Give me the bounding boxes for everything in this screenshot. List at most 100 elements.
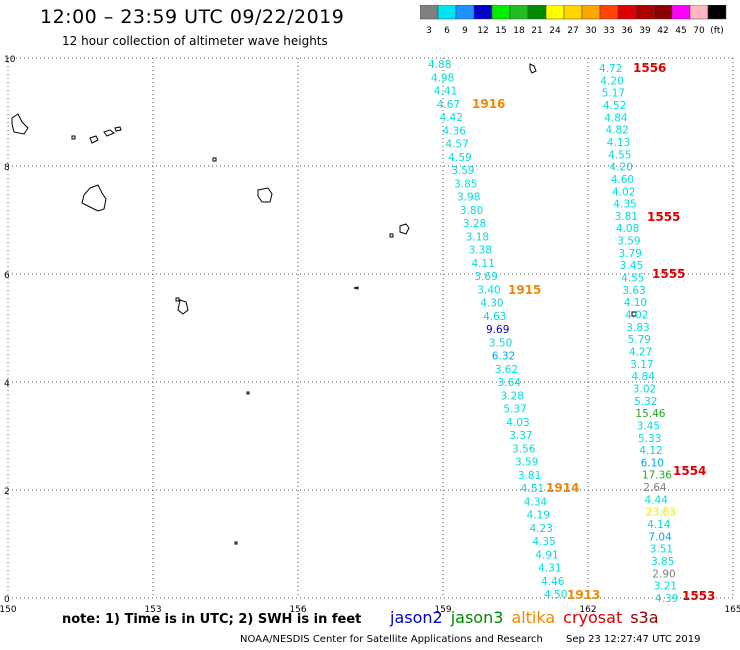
- wave-height-reading: 4.44: [645, 494, 669, 506]
- wave-height-reading: 4.14: [647, 519, 671, 531]
- wave-height-reading: 3.28: [463, 218, 486, 230]
- wave-height-reading: 4.55: [608, 149, 631, 161]
- wave-height-reading: 4.08: [616, 223, 639, 235]
- y-tick-label: 4: [4, 379, 10, 389]
- legend-label: 6: [444, 26, 450, 36]
- island-outline: [114, 126, 122, 132]
- wave-height-reading: 4.20: [600, 75, 623, 87]
- wave-height-reading: 23.63: [646, 507, 676, 519]
- island-outlines: [11, 63, 637, 545]
- x-tick-label: 165: [724, 605, 740, 615]
- wave-height-reading: 5.79: [628, 334, 651, 346]
- island-outline: [71, 135, 76, 140]
- wave-height-reading: 3.85: [454, 178, 477, 190]
- island-outline: [177, 299, 189, 315]
- y-tick-label: 2: [4, 487, 10, 497]
- legend-label: 27: [567, 26, 578, 36]
- pass-time-label: 1913: [567, 588, 600, 602]
- chart-title: 12:00 – 23:59 UTC 09/22/2019: [40, 6, 345, 28]
- wave-height-reading: 3.69: [474, 271, 497, 283]
- wave-height-reading: 4.84: [632, 371, 656, 383]
- pass-time-label: 1554: [673, 464, 706, 478]
- wave-height-reading: 3.59: [515, 457, 538, 469]
- x-tick-label: 162: [579, 605, 596, 615]
- x-tick-label: 156: [289, 605, 306, 615]
- wave-height-reading: 4.98: [431, 72, 454, 84]
- legend-label: 12: [477, 26, 488, 36]
- legend-label: 21: [531, 26, 542, 36]
- credit-text: NOAA/NESDIS Center for Satellite Applica…: [240, 634, 543, 645]
- island-outline: [89, 135, 99, 144]
- satellite-label-cryosat: cryosat: [563, 608, 623, 627]
- wave-height-reading: 4.35: [532, 536, 555, 548]
- altika-track-a: 4.884.984.414.674.424.364.574.593.593.85…: [428, 59, 600, 602]
- pass-time-label: 1914: [546, 481, 579, 495]
- island-outline: [103, 129, 115, 137]
- wave-height-reading: 4.50: [544, 589, 567, 601]
- legend-label: 45: [675, 26, 686, 36]
- wave-height-reading: 4.52: [603, 100, 626, 112]
- wave-height-reading: 4.30: [480, 298, 503, 310]
- wave-height-reading: 5.32: [634, 396, 657, 408]
- island-outline: [81, 184, 107, 212]
- pass-time-label: 1916: [472, 97, 505, 111]
- wave-height-reading: 3.45: [620, 260, 643, 272]
- wave-height-reading: 3.21: [654, 581, 677, 593]
- generated-timestamp: Sep 23 12:27:47 UTC 2019: [566, 634, 701, 645]
- satellite-label-s3a: s3a: [630, 608, 659, 627]
- x-tick-label: 159: [434, 605, 451, 615]
- pass-time-label: 1553: [682, 589, 715, 603]
- chart-subtitle: 12 hour collection of altimeter wave hei…: [62, 34, 328, 48]
- wave-height-reading: 3.81: [518, 470, 541, 482]
- island-outline: [631, 311, 637, 317]
- pass-time-label: 1915: [508, 283, 541, 297]
- wave-height-reading: 4.55: [621, 273, 644, 285]
- wave-height-reading: 4.82: [606, 125, 629, 137]
- legend-swatch: [707, 5, 727, 20]
- color-scale-legend: 3 6 9 12 15 18 21 24 27 30 33 36 39 42 45 70 (ft): [420, 5, 727, 36]
- legend-label: 9: [462, 26, 468, 36]
- wave-height-reading: 2.64: [643, 482, 667, 494]
- wave-height-reading: 3.56: [512, 443, 536, 455]
- legend-label: 33: [603, 26, 614, 36]
- wave-height-reading: 5.37: [503, 404, 526, 416]
- wave-height-reading: 3.17: [630, 359, 653, 371]
- wave-height-reading: 4.36: [443, 125, 467, 137]
- wave-height-reading: 3.02: [633, 383, 656, 395]
- island-outline: [246, 391, 250, 395]
- satellite-label-jason2: jason2: [390, 608, 443, 627]
- wave-height-reading: 4.72: [599, 63, 622, 75]
- wave-height-reading: 4.60: [611, 174, 634, 186]
- wave-height-reading: 4.42: [440, 112, 463, 124]
- wave-height-reading: 3.59: [451, 165, 474, 177]
- y-tick-label: 0: [4, 595, 10, 605]
- legend-label: 70: [693, 26, 705, 36]
- island-outline: [175, 297, 180, 302]
- wave-height-reading: 4.39: [655, 593, 678, 605]
- legend-label: 24: [549, 26, 561, 36]
- wave-height-reading: 4.19: [527, 510, 550, 522]
- wave-height-reading: 4.84: [604, 112, 628, 124]
- legend-label: 3: [426, 26, 432, 36]
- wave-height-reading: 5.17: [602, 88, 625, 100]
- y-tick-label: 8: [4, 163, 10, 173]
- island-outline: [529, 63, 537, 74]
- wave-height-reading: 4.63: [483, 311, 506, 323]
- wave-height-reading: 4.34: [524, 496, 548, 508]
- legend-label: 30: [585, 26, 597, 36]
- wave-height-reading: 6.32: [492, 351, 515, 363]
- pass-time-label: 1555: [647, 210, 680, 224]
- wave-height-reading: 3.79: [619, 248, 642, 260]
- wave-height-reading: 7.04: [648, 531, 672, 543]
- wave-height-reading: 4.59: [448, 152, 471, 164]
- wave-height-reading: 3.51: [650, 544, 673, 556]
- wave-height-reading: 4.31: [538, 563, 561, 575]
- legend-label: 15: [495, 26, 506, 36]
- credit-line: NOAA/NESDIS Center for Satellite Applica…: [240, 634, 701, 645]
- wave-height-reading: 3.18: [466, 231, 489, 243]
- wave-height-reading: 17.36: [642, 470, 672, 482]
- wave-height-reading: 3.38: [469, 245, 492, 257]
- wave-height-reading: 4.13: [607, 137, 630, 149]
- cryosat-track-b: 4.724.205.174.524.844.824.134.554.204.60…: [599, 61, 715, 605]
